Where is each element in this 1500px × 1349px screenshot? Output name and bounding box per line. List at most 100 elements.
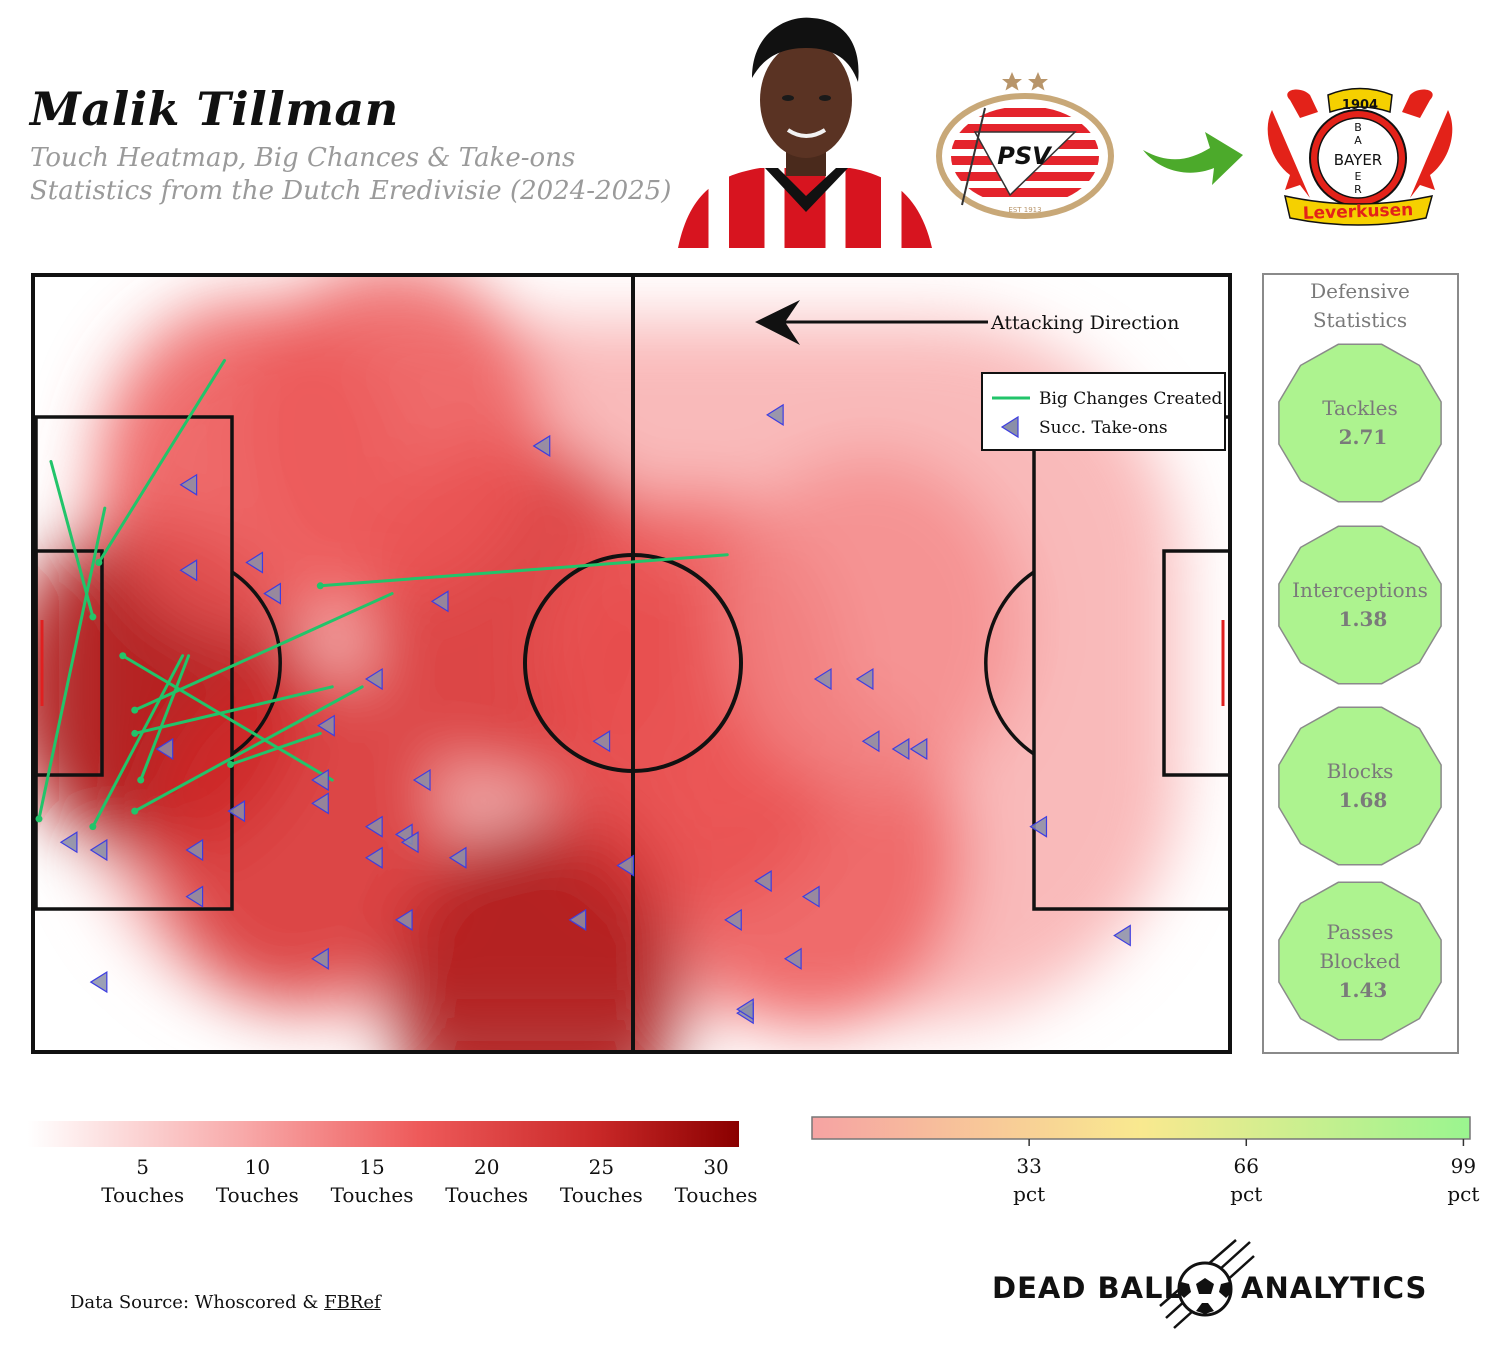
big-chance-end-point [131, 706, 139, 714]
big-chance-end-point [35, 815, 43, 823]
take-on-marker [412, 768, 431, 792]
pct-tick-label: 33 pct [1013, 1154, 1046, 1206]
big-chance-line [49, 459, 95, 619]
star-icon [1002, 72, 1022, 91]
defensive-stat-value: 1.43 [1339, 978, 1388, 1002]
take-on-marker [766, 403, 784, 426]
arrow-left-icon [755, 300, 800, 345]
take-on-marker [1113, 924, 1131, 947]
big-chance-end-point [95, 558, 103, 566]
big-chance-end-point [137, 776, 145, 784]
take-on-marker [311, 768, 329, 792]
big-chance-end-point [89, 613, 97, 621]
heat-hotspot [720, 454, 1021, 795]
take-on-marker [155, 737, 174, 761]
take-on-marker [592, 730, 611, 753]
take-on-marker [813, 667, 832, 691]
take-on-marker [89, 970, 108, 994]
big-chance-end-point [131, 729, 139, 737]
heat-hotspot [242, 275, 543, 601]
legend: Big Changes Created Succ. Take-ons [981, 372, 1226, 451]
psv-logo-est: EST 1913 [1008, 206, 1041, 214]
take-on-marker [365, 667, 383, 691]
big-chance-line [133, 685, 334, 735]
defensive-stat-value: 1.38 [1339, 607, 1388, 631]
brand-left: DEAD BALL [992, 1271, 1184, 1305]
big-chance-line [133, 592, 394, 712]
take-on-marker [736, 998, 754, 1021]
take-on-marker [855, 667, 874, 691]
big-chance-end-point [131, 807, 139, 815]
bayer-letter-a: A [1354, 134, 1362, 147]
take-ons-layer [59, 403, 1131, 1025]
take-on-marker [909, 737, 928, 761]
defensive-stat-label: Tackles [1322, 396, 1398, 420]
defensive-stat-label: Blocks [1327, 759, 1394, 783]
touches-tick-label: 25 Touches [559, 1155, 643, 1207]
bayer-letter-b: B [1354, 121, 1362, 134]
percentile-colorbar [811, 1116, 1471, 1146]
legend-label-big-chances: Big Changes Created [1039, 389, 1223, 409]
take-on-marker [263, 582, 281, 605]
take-on-marker [568, 908, 587, 931]
pct-tick-label: 66 pct [1230, 1154, 1263, 1206]
take-on-marker [59, 831, 78, 854]
brand-right: ANALYTICS [1241, 1271, 1428, 1305]
defensive-stats-panel: Defensive Statistics Tackles 2.71 Intercep… [1262, 273, 1459, 1054]
take-on-marker [185, 885, 204, 908]
take-on-marker [394, 908, 413, 931]
take-on-marker [89, 838, 108, 862]
take-on-marker [317, 714, 335, 737]
take-on-marker [400, 831, 419, 854]
defensive-title-line2: Statistics [1313, 308, 1407, 332]
big-chance-end-point [89, 823, 97, 831]
touches-colorbar [28, 1121, 739, 1147]
star-icon [1028, 72, 1048, 91]
fbref-link[interactable]: FBRef [324, 1292, 381, 1313]
subtitle-line-1: Touch Heatmap, Big Chances & Take-ons [30, 143, 576, 173]
data-source-text: Data Source: Whoscored & [70, 1292, 325, 1313]
big-chance-end-point [119, 652, 127, 660]
take-on-marker [365, 815, 383, 838]
take-on-marker [245, 551, 264, 574]
bayer-cross-horizontal: BAYER [1334, 151, 1382, 169]
legend-triangle-icon [1000, 415, 1019, 439]
big-chance-end-point [227, 761, 235, 769]
defensive-stat-badge [1278, 706, 1442, 866]
defensive-stat-badge [1278, 881, 1442, 1041]
touches-tick-label: 10 Touches [215, 1155, 299, 1207]
defensive-stat-badge [1278, 343, 1442, 503]
take-on-marker [365, 846, 383, 869]
subtitle-line-2: Statistics from the Dutch Eredivisie (20… [30, 176, 672, 206]
touches-tick-label: 5 Touches [101, 1155, 185, 1207]
take-on-marker [783, 947, 802, 970]
psv-logo-text: PSV [997, 142, 1053, 170]
psv-logo: PSV EST 1913 [936, 72, 1114, 219]
take-on-marker [754, 869, 772, 893]
defensive-stat-value: 1.68 [1339, 788, 1388, 812]
leverkusen-year: 1904 [1342, 98, 1378, 113]
defensive-title-line1: Defensive [1310, 279, 1410, 303]
legend-label-take-ons: Succ. Take-ons [1039, 418, 1168, 438]
touches-tick-label: 20 Touches [445, 1155, 529, 1207]
take-on-marker [179, 559, 198, 582]
take-on-marker [448, 846, 467, 869]
big-chance-line [121, 654, 334, 782]
attacking-direction: Attacking Direction [755, 300, 1179, 345]
take-on-marker [311, 792, 329, 815]
heat-hotspot [146, 664, 447, 1005]
take-on-marker [311, 947, 329, 970]
defensive-stat-label: Blocked [1319, 949, 1400, 973]
take-on-marker [430, 590, 449, 613]
defensive-stat-badge [1278, 525, 1442, 685]
data-source: Data Source: Whoscored & FBRef [70, 1292, 381, 1313]
pct-tick-label: 99 pct [1447, 1154, 1480, 1206]
big-chance-end-point [316, 582, 324, 590]
take-on-marker [801, 885, 820, 908]
take-on-marker [891, 737, 910, 761]
touches-tick-label: 30 Touches [674, 1155, 758, 1207]
leverkusen-logo: 1904 BAYER B A E R Leverkusen [1267, 87, 1453, 226]
bayer-letter-e: E [1355, 170, 1362, 183]
touches-tick-label: 15 Touches [330, 1155, 414, 1207]
